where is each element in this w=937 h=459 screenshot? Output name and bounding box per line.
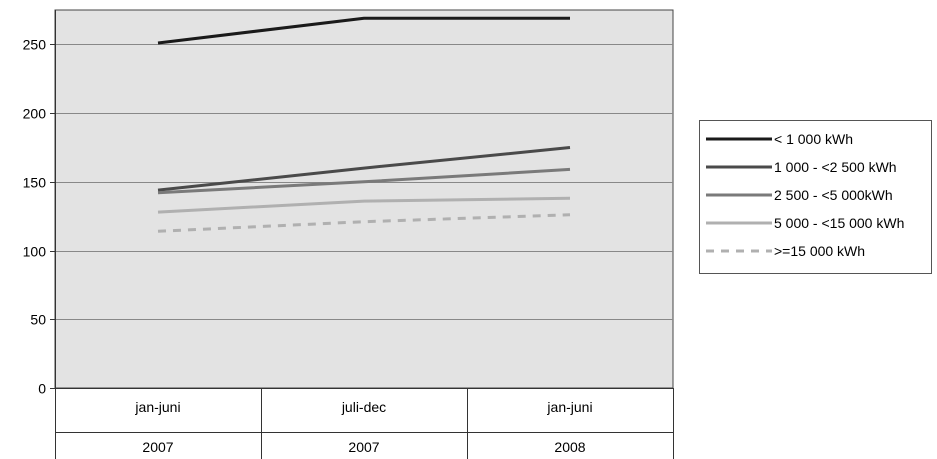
y-tick-label: 50 <box>30 312 46 328</box>
series-line-2 <box>157 146 571 192</box>
legend-label-4: 5 000 - <15 000 kWh <box>774 215 904 231</box>
legend-label-1: < 1 000 kWh <box>774 131 853 147</box>
y-tick-label: 100 <box>23 244 47 260</box>
legend: < 1 000 kWh 1 000 - <2 500 kWh 2 500 - <5 … <box>699 120 932 274</box>
series-line-1 <box>157 16 570 45</box>
x-category-year-label: 2008 <box>554 439 585 455</box>
legend-label-2: 1 000 - <2 500 kWh <box>774 159 897 175</box>
legend-label-5: >=15 000 kWh <box>774 243 865 259</box>
legend-box <box>699 120 932 274</box>
y-tick-label: 0 <box>38 381 46 397</box>
axes: 0 50 100 150 200 250 jan-juni 2007 juli-dec 2007 j… <box>23 10 674 459</box>
series-line-4 <box>157 196 571 214</box>
x-category-label: jan-juni <box>134 399 180 415</box>
x-category-label: jan-juni <box>546 399 592 415</box>
x-category-year-label: 2007 <box>142 439 173 455</box>
y-tick-label: 200 <box>23 106 47 122</box>
series-line-3 <box>157 167 571 195</box>
series-lines <box>157 16 571 233</box>
y-tick-label: 250 <box>23 37 47 53</box>
y-tick-label: 150 <box>23 175 47 191</box>
x-category-year-label: 2007 <box>348 439 379 455</box>
plot-area <box>54 9 674 389</box>
x-category-label: juli-dec <box>341 399 386 415</box>
legend-label-3: 2 500 - <5 000kWh <box>774 187 893 203</box>
